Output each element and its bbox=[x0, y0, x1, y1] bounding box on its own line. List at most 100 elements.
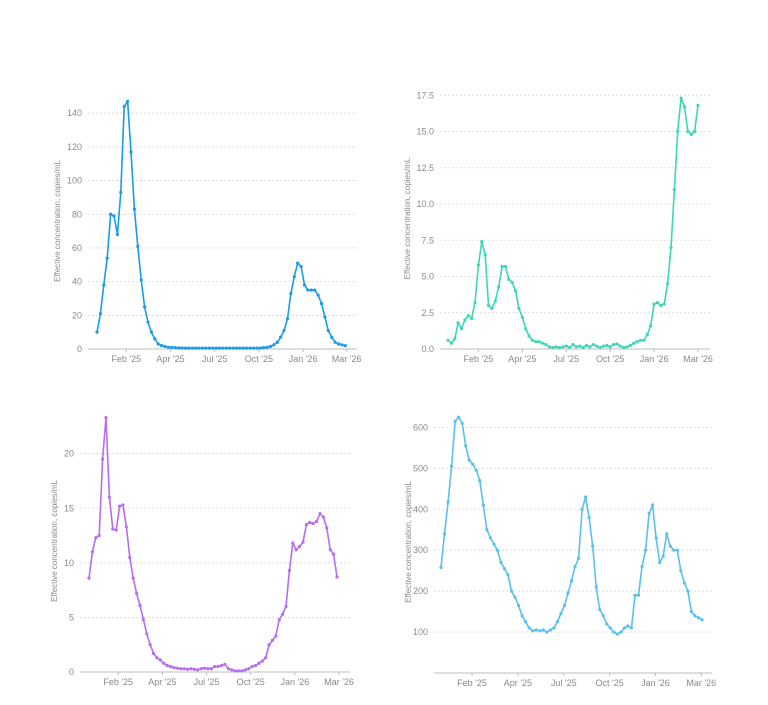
point bbox=[253, 663, 258, 668]
point bbox=[192, 667, 196, 671]
point bbox=[642, 338, 646, 342]
point bbox=[153, 337, 157, 341]
point bbox=[608, 345, 612, 349]
point bbox=[696, 103, 700, 107]
point bbox=[693, 129, 697, 134]
x-tick-label: Feb '25 bbox=[457, 678, 487, 688]
point bbox=[520, 315, 524, 319]
point bbox=[321, 515, 326, 519]
point bbox=[618, 344, 622, 348]
point bbox=[230, 668, 234, 672]
point bbox=[662, 302, 666, 306]
point bbox=[247, 667, 251, 671]
point bbox=[268, 344, 273, 349]
point bbox=[245, 346, 249, 350]
point bbox=[277, 618, 281, 622]
point bbox=[654, 536, 658, 540]
point bbox=[319, 301, 324, 306]
point bbox=[102, 283, 106, 287]
point bbox=[260, 659, 264, 663]
point bbox=[442, 532, 447, 536]
y-tick-label: 20 bbox=[72, 310, 82, 320]
point bbox=[598, 345, 602, 350]
point bbox=[336, 342, 341, 346]
point bbox=[299, 264, 303, 269]
point bbox=[559, 612, 563, 616]
point bbox=[605, 343, 609, 347]
point bbox=[566, 591, 570, 595]
point bbox=[463, 318, 467, 322]
x-tick-label: Apr '25 bbox=[156, 354, 184, 364]
point bbox=[594, 585, 598, 589]
y-tick-label: 15 bbox=[64, 503, 74, 513]
point bbox=[467, 458, 471, 462]
point bbox=[483, 253, 487, 257]
point bbox=[255, 346, 259, 350]
point bbox=[165, 663, 169, 668]
point bbox=[464, 444, 468, 448]
x-tick-label: Oct '25 bbox=[237, 677, 265, 687]
point bbox=[453, 337, 457, 341]
point bbox=[635, 340, 639, 344]
point bbox=[187, 346, 191, 350]
point bbox=[199, 667, 203, 671]
x-tick-label: Jul '25 bbox=[551, 678, 577, 688]
point bbox=[318, 512, 322, 516]
point bbox=[132, 207, 137, 211]
line bbox=[88, 417, 338, 672]
point bbox=[275, 340, 279, 344]
y-tick-label: 100 bbox=[67, 176, 82, 186]
point bbox=[679, 96, 683, 100]
point bbox=[315, 519, 319, 523]
y-tick-label: 400 bbox=[413, 504, 428, 514]
x-tick-label: Mar '26 bbox=[686, 678, 716, 688]
y-tick-label: 200 bbox=[413, 586, 428, 596]
point bbox=[333, 340, 337, 344]
point bbox=[632, 341, 636, 345]
point bbox=[179, 667, 183, 671]
point bbox=[117, 504, 122, 508]
point bbox=[155, 656, 159, 660]
point bbox=[258, 346, 262, 350]
point bbox=[226, 667, 230, 671]
point bbox=[638, 338, 643, 342]
point bbox=[524, 327, 528, 331]
point bbox=[682, 105, 687, 109]
point bbox=[658, 560, 662, 565]
point bbox=[453, 419, 457, 423]
point bbox=[510, 280, 514, 284]
point bbox=[309, 288, 313, 292]
point bbox=[233, 669, 237, 673]
point bbox=[555, 620, 559, 624]
point bbox=[682, 581, 686, 585]
point bbox=[163, 344, 167, 349]
point bbox=[490, 306, 494, 310]
point bbox=[139, 278, 143, 282]
point bbox=[149, 330, 154, 334]
point bbox=[481, 503, 485, 507]
point bbox=[640, 564, 644, 569]
point bbox=[439, 565, 443, 569]
point bbox=[672, 187, 676, 192]
point bbox=[301, 540, 305, 544]
point bbox=[224, 346, 228, 350]
point bbox=[628, 343, 633, 347]
x-tick-label: Jul '25 bbox=[194, 677, 220, 687]
y-tick-label: 0.0 bbox=[421, 344, 434, 354]
point bbox=[493, 299, 497, 303]
x-tick-label: Apr '25 bbox=[508, 354, 536, 364]
point bbox=[185, 667, 190, 671]
point bbox=[124, 525, 128, 529]
point bbox=[503, 264, 508, 268]
point bbox=[304, 523, 309, 527]
point bbox=[166, 345, 171, 349]
point bbox=[569, 579, 574, 583]
point bbox=[298, 544, 302, 549]
point bbox=[580, 507, 584, 511]
point bbox=[676, 129, 680, 134]
point bbox=[552, 626, 556, 630]
point bbox=[251, 346, 256, 350]
point bbox=[219, 663, 224, 668]
point bbox=[534, 340, 538, 344]
point bbox=[502, 567, 507, 571]
